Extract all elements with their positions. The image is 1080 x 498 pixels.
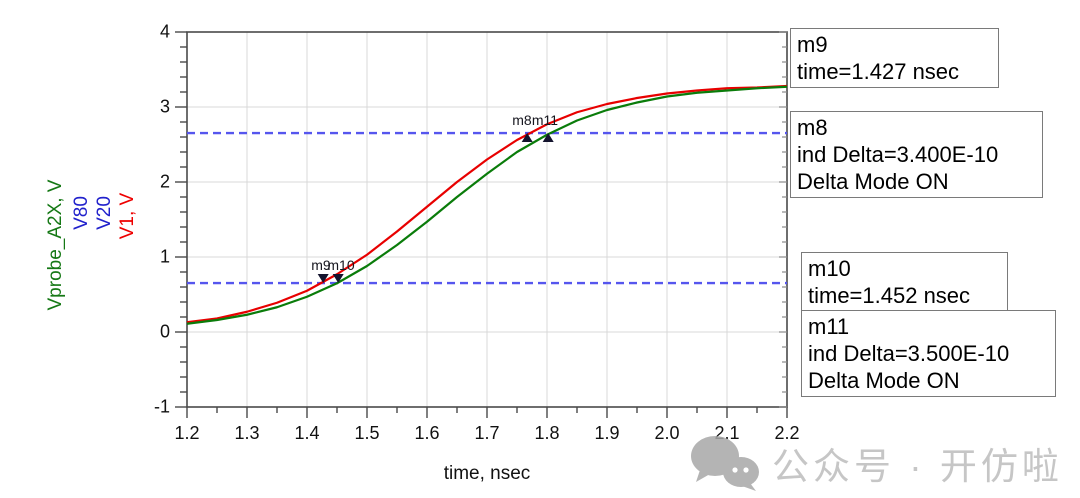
marker-symbol-m11[interactable] bbox=[542, 133, 554, 143]
marker-readout-line: m8 bbox=[797, 115, 828, 140]
y-tick-label: 2 bbox=[159, 171, 170, 192]
marker-readout-m9[interactable]: m9 time=1.427 nsec bbox=[790, 28, 999, 88]
x-tick-label: 1.2 bbox=[174, 423, 200, 443]
marker-readout-m11[interactable]: m11 ind Delta=3.500E-10 Delta Mode ON bbox=[801, 310, 1056, 397]
marker-readout-line: ind Delta=3.500E-10 bbox=[808, 341, 1010, 366]
marker-symbol-m10[interactable] bbox=[332, 274, 344, 284]
watermark-text: 公众号 · 开仿啦 bbox=[772, 446, 1063, 487]
x-tick-label: 1.3 bbox=[234, 423, 260, 443]
marker-readout-line: Delta Mode ON bbox=[808, 368, 960, 393]
x-tick-label: 1.6 bbox=[414, 423, 440, 443]
trace-V1 bbox=[186, 84, 788, 324]
x-tick-label: 2.0 bbox=[654, 423, 680, 443]
x-tick-label: 2.2 bbox=[774, 423, 800, 443]
marker-readout-line: Delta Mode ON bbox=[797, 169, 949, 194]
y-tick-label: 3 bbox=[159, 96, 170, 117]
marker-label-m9[interactable]: m9 bbox=[311, 257, 331, 273]
marker-symbol-m9[interactable] bbox=[317, 274, 329, 284]
y-axis-series-label-v1-v: V1, V bbox=[117, 192, 138, 240]
y-tick-label: -1 bbox=[153, 396, 170, 417]
y-tick-label: 1 bbox=[159, 246, 170, 267]
marker-readout-m10[interactable]: m10 time=1.452 nsec bbox=[801, 252, 1008, 312]
marker-label-m11[interactable]: m11 bbox=[531, 112, 559, 128]
marker-readout-m8[interactable]: m8 ind Delta=3.400E-10 Delta Mode ON bbox=[790, 111, 1043, 198]
x-tick-label: 1.7 bbox=[474, 423, 500, 443]
watermark: 公众号 · 开仿啦 bbox=[688, 434, 1063, 492]
y-tick-label: 0 bbox=[159, 321, 170, 342]
marker-readout-line: m11 bbox=[808, 314, 850, 339]
marker-readout-line: time=1.452 nsec bbox=[808, 283, 971, 308]
marker-readout-line: m9 bbox=[797, 32, 828, 57]
y-axis-series-label-vprobe-a2x-v: Vprobe_A2X, V bbox=[45, 179, 66, 311]
marker-symbol-m8[interactable] bbox=[521, 133, 533, 143]
y-axis-series-label-v20: V20 bbox=[94, 196, 115, 230]
trace-Vprobe_A2X bbox=[186, 85, 788, 325]
marker-label-m10[interactable]: m10 bbox=[327, 257, 355, 273]
x-tick-label: 1.5 bbox=[354, 423, 380, 443]
x-tick-label: 1.8 bbox=[534, 423, 560, 443]
x-tick-label: 1.9 bbox=[594, 423, 620, 443]
marker-readout-line: m10 bbox=[808, 256, 851, 281]
marker-readout-line: ind Delta=3.400E-10 bbox=[797, 142, 999, 167]
marker-label-m8[interactable]: m8 bbox=[512, 112, 532, 128]
marker-readout-line: time=1.427 nsec bbox=[797, 59, 960, 84]
y-tick-label: 4 bbox=[159, 21, 170, 42]
x-tick-label: 1.4 bbox=[294, 423, 320, 443]
y-axis-series-label-v80: V80 bbox=[71, 196, 92, 230]
wechat-icon bbox=[691, 436, 759, 491]
x-axis-title: time, nsec bbox=[443, 463, 531, 484]
